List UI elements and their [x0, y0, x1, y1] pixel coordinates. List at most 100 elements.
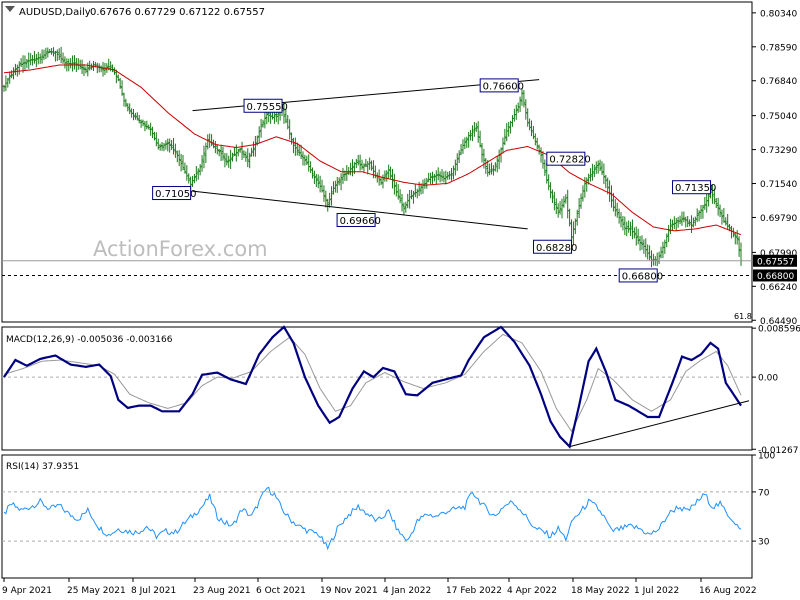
price-bar	[450, 167, 453, 181]
price-bar	[231, 152, 234, 162]
price-bar	[404, 201, 408, 213]
price-bar	[463, 137, 467, 150]
price-bar	[484, 158, 488, 174]
price-bar	[126, 103, 129, 112]
price-bar	[598, 159, 602, 172]
price-bar	[195, 165, 198, 182]
annotation-0-66800-label: 0.66800	[622, 271, 663, 282]
price-bar	[410, 189, 413, 200]
price-bar	[688, 219, 691, 227]
price-bar	[555, 198, 558, 215]
price-bar	[589, 168, 592, 182]
price-bar	[716, 197, 720, 216]
price-y-tick-label: 0.69790	[760, 214, 797, 224]
price-bar	[225, 153, 229, 166]
price-y-tick-label: 0.75040	[760, 112, 797, 122]
price-bar	[522, 90, 526, 108]
price-bar	[25, 59, 29, 68]
price-bar	[38, 53, 42, 64]
price-bar	[507, 121, 510, 137]
price-bar	[591, 163, 594, 181]
price-bar	[619, 212, 623, 228]
price-bar	[229, 149, 232, 169]
price-bar	[570, 219, 573, 241]
price-bar	[636, 228, 640, 245]
price-panel-frame	[1, 1, 753, 323]
price-bar	[357, 154, 360, 166]
rsi-y-tick-label: 100	[758, 452, 775, 462]
current-price-tag: 0.67557	[753, 254, 797, 267]
price-bar	[686, 216, 689, 228]
price-bar	[534, 133, 537, 146]
price-bar	[170, 139, 173, 150]
price-plot: 0.71050 0.75550 0.69660 0.76600 0.72820 0.682…	[2, 46, 752, 321]
price-bar	[412, 190, 415, 204]
x-tick-label: 1 Jul 2022	[634, 586, 679, 596]
price-bar	[315, 173, 318, 188]
price-bar	[633, 227, 636, 239]
annotation-0-66800-box	[618, 268, 658, 283]
price-bar	[124, 98, 128, 108]
annotation-0-75550-box	[243, 98, 283, 113]
price-bar	[282, 102, 286, 124]
price-bar	[553, 191, 556, 211]
price-bar	[355, 158, 358, 169]
price-bar	[145, 120, 149, 130]
macd-support-trendline	[569, 400, 750, 448]
price-bar	[600, 161, 604, 176]
price-bar	[174, 143, 177, 158]
price-bar	[675, 218, 678, 232]
rsi-panel-frame	[1, 454, 753, 579]
annotation-0-76600: 0.76600	[479, 78, 524, 93]
price-bar	[490, 162, 493, 175]
price-bar	[343, 170, 347, 181]
price-bar	[21, 55, 25, 73]
price-bar	[147, 124, 150, 130]
price-bar	[362, 163, 366, 173]
price-bar	[515, 104, 518, 120]
price-bar	[33, 51, 36, 64]
price-bar	[595, 161, 598, 174]
ohlc-readout: 0.67676 0.67729 0.67122 0.67557	[90, 7, 265, 18]
moving-average-line	[3, 64, 742, 236]
price-bar	[391, 169, 394, 189]
annotation-0-71050-label: 0.71050	[155, 189, 196, 200]
macd-title: MACD(12,26,9) -0.005036 -0.003166	[6, 335, 173, 345]
price-bar	[219, 145, 223, 162]
x-tick-label: 6 Oct 2021	[256, 586, 306, 596]
price-bar	[638, 236, 642, 251]
price-bar	[250, 147, 253, 157]
price-bar	[454, 159, 457, 176]
price-bar	[518, 96, 522, 113]
macd-main-line	[3, 325, 742, 449]
price-bar	[246, 148, 249, 168]
price-bar	[143, 121, 147, 132]
price-bar	[572, 221, 575, 246]
price-bar	[734, 232, 737, 245]
price-bar	[221, 146, 225, 161]
price-bar	[690, 215, 693, 233]
x-tick-label: 4 Apr 2022	[507, 586, 557, 596]
price-bar	[614, 199, 617, 217]
price-bar	[648, 245, 651, 261]
x-tick-label: 25 May 2021	[67, 586, 126, 596]
price-bar	[313, 170, 316, 184]
price-bar	[701, 204, 705, 219]
price-bar	[227, 155, 230, 168]
price-bar	[452, 165, 455, 180]
price-bar	[616, 202, 619, 218]
annotation-0-76600-label: 0.76600	[483, 81, 524, 92]
price-bar	[402, 202, 406, 216]
price-bar	[284, 108, 288, 124]
price-bar	[23, 55, 27, 70]
symbol-label: AUDUSD,Daily	[19, 7, 91, 18]
price-bar	[317, 174, 320, 189]
price-bar	[69, 58, 72, 69]
price-bar	[198, 164, 202, 176]
price-bar	[288, 119, 291, 140]
price-bar	[593, 164, 596, 178]
annotation-0-75550: 0.75550	[243, 98, 288, 113]
price-bar	[322, 185, 326, 202]
price-bar	[718, 204, 722, 218]
x-tick-label: 8 Jul 2021	[131, 586, 176, 596]
